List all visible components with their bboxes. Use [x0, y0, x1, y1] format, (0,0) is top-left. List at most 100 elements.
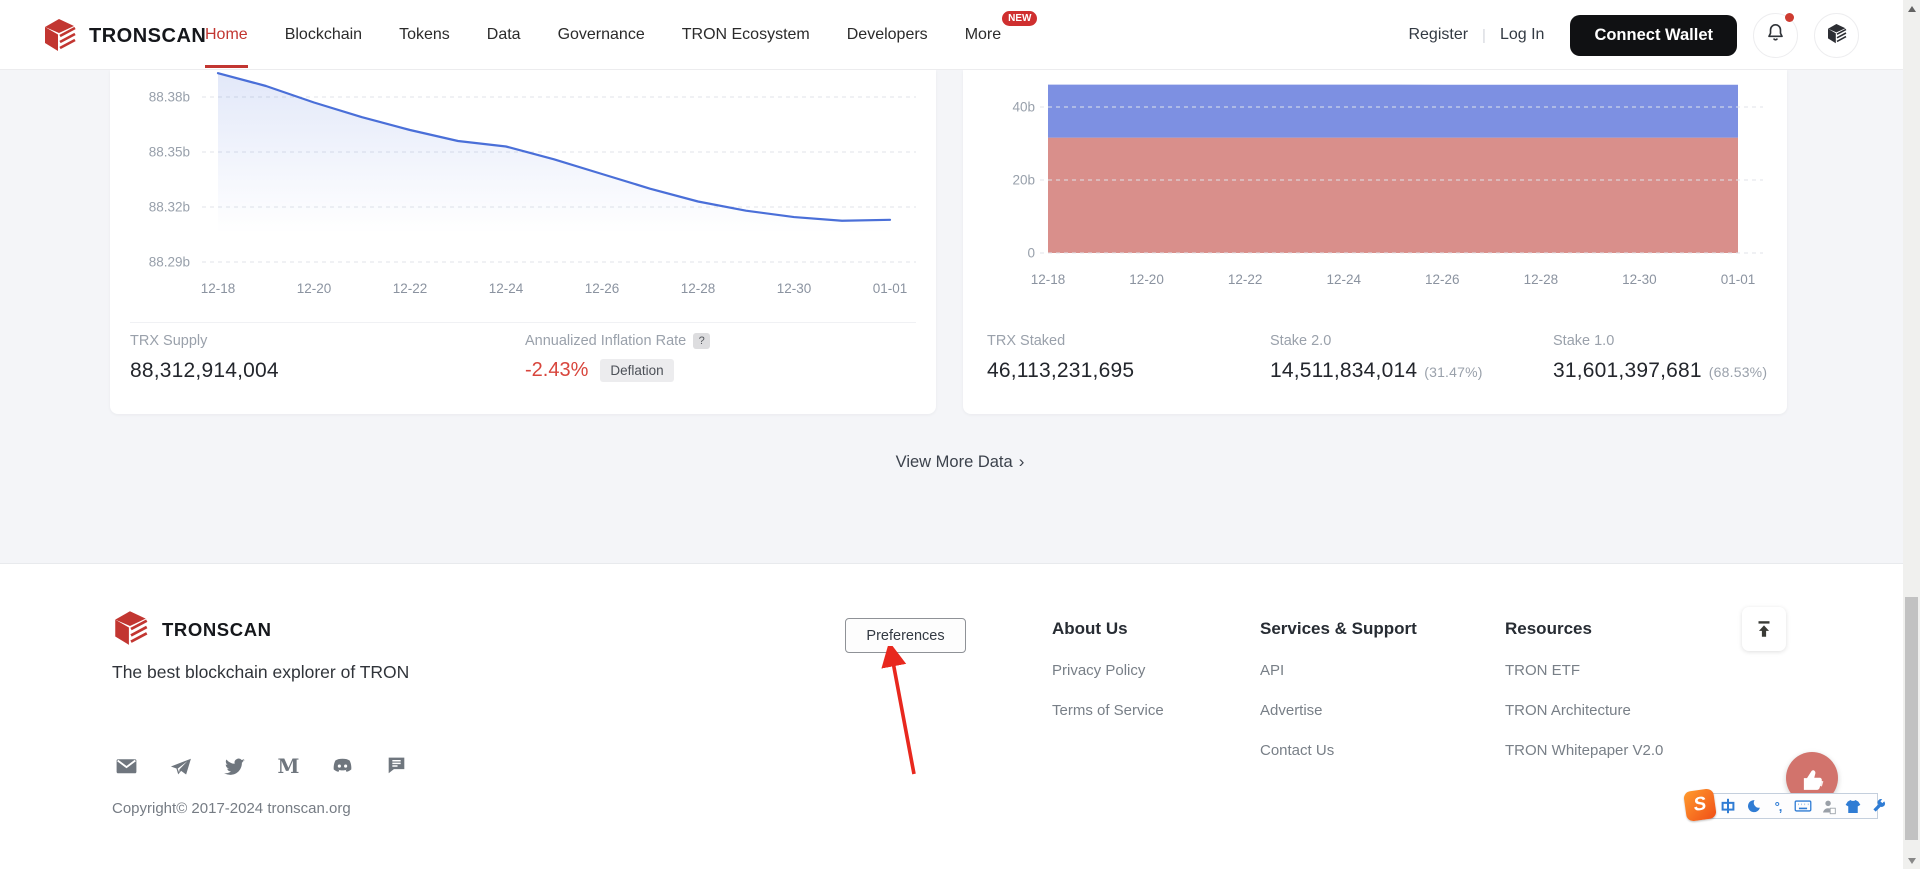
night-mode-icon[interactable]: [1744, 797, 1762, 815]
email-icon[interactable]: [114, 754, 139, 779]
svg-text:12-24: 12-24: [489, 281, 524, 296]
nav-item-tokens[interactable]: Tokens: [399, 26, 450, 43]
svg-text:12-18: 12-18: [201, 281, 236, 296]
chinese-mode-icon[interactable]: [1719, 797, 1737, 815]
account-menu-button[interactable]: [1814, 12, 1859, 58]
back-to-top-button[interactable]: [1742, 607, 1786, 651]
new-badge: NEW: [1002, 11, 1038, 26]
footer: TRONSCAN The best blockchain explorer of…: [0, 563, 1920, 869]
nav-item-tron-ecosystem[interactable]: TRON Ecosystem: [681, 26, 810, 43]
nav-item-developers[interactable]: Developers: [846, 26, 928, 43]
inflation-label: Annualized Inflation Rate: [525, 333, 687, 349]
svg-text:12-20: 12-20: [297, 281, 332, 296]
footer-column-services-support: Services & Support API Advertise Contact Us: [1260, 619, 1417, 759]
footer-brand-name: TRONSCAN: [162, 618, 272, 640]
view-more-data-link[interactable]: View More Data ›: [895, 452, 1025, 471]
annotation-arrow: [881, 646, 916, 775]
chevron-right-icon: ›: [1018, 452, 1025, 471]
svg-text:20b: 20b: [1012, 173, 1035, 188]
tools-icon[interactable]: [1869, 797, 1887, 815]
footer-logo-icon: [110, 606, 152, 653]
svg-text:0: 0: [1027, 246, 1035, 261]
svg-text:M: M: [278, 754, 300, 778]
nav-item-more[interactable]: More NEW: [965, 0, 1038, 70]
footer-link-tron-whitepaper-v2-0[interactable]: TRON Whitepaper V2.0: [1505, 742, 1664, 759]
discord-icon[interactable]: [330, 754, 355, 779]
scroll-up-arrow[interactable]: [1903, 0, 1920, 17]
footer-link-tron-etf[interactable]: TRON ETF: [1505, 662, 1580, 679]
svg-text:12-24: 12-24: [1326, 272, 1361, 287]
stake2-value: 14,511,834,014 (31.47%): [1270, 359, 1483, 382]
footer-tagline: The best blockchain explorer of TRON: [112, 662, 410, 682]
scrollbar-thumb[interactable]: [1905, 597, 1918, 840]
footer-link-terms-of-service[interactable]: Terms of Service: [1052, 702, 1164, 719]
trx-staked-value: 46,113,231,695: [987, 359, 1135, 382]
svg-text:01-01: 01-01: [873, 281, 908, 296]
register-link[interactable]: Register: [1408, 26, 1469, 43]
svg-text:12-30: 12-30: [777, 281, 812, 296]
trx-staked-chart[interactable]: 40b 20b 0 12-18 12-20 12-22 12-24 12-26 12-28 12-…: [963, 70, 1787, 306]
telegram-icon[interactable]: [168, 754, 193, 779]
svg-text:12-22: 12-22: [393, 281, 428, 296]
brand-name: TRONSCAN: [89, 25, 207, 47]
keyboard-icon[interactable]: [1794, 797, 1812, 815]
svg-text:01-01: 01-01: [1721, 272, 1756, 287]
trx-staked-card: 40b 20b 0 12-18 12-20 12-22 12-24 12-26 12-28 12-…: [963, 70, 1787, 414]
trx-supply-stat: TRX Supply 88,312,914,004: [130, 333, 279, 383]
tronscan-logo[interactable]: TRONSCAN: [40, 14, 206, 59]
auth-separator: |: [1482, 26, 1486, 44]
stake2-stat: Stake 2.0 14,511,834,014 (31.47%): [1270, 333, 1483, 383]
header-right-cluster: Register | Log In Connect Wallet: [1408, 0, 1859, 70]
twitter-icon[interactable]: [222, 754, 247, 779]
login-link[interactable]: Log In: [1499, 26, 1545, 43]
trx-supply-chart[interactable]: 88.38b 88.35b 88.32b 88.29b 12-18 12-20 12-22 1…: [110, 70, 936, 306]
footer-link-advertise[interactable]: Advertise: [1260, 702, 1323, 719]
vertical-scrollbar[interactable]: [1903, 0, 1920, 869]
scroll-down-arrow[interactable]: [1903, 852, 1920, 869]
skin-icon[interactable]: [1844, 797, 1862, 815]
svg-text:12-20: 12-20: [1129, 272, 1164, 287]
footer-link-privacy-policy[interactable]: Privacy Policy: [1052, 662, 1146, 679]
footer-link-contact-us[interactable]: Contact Us: [1260, 742, 1335, 759]
svg-text:12-26: 12-26: [585, 281, 620, 296]
tronscan-logo-icon: [40, 14, 80, 59]
stake1-percent: (68.53%): [1708, 364, 1768, 380]
stake2-percent: (31.47%): [1424, 364, 1483, 380]
nav-item-blockchain[interactable]: Blockchain: [284, 26, 363, 43]
notification-dot: [1785, 12, 1794, 22]
trx-supply-label: TRX Supply: [130, 333, 208, 349]
footer-column-title: About Us: [1052, 619, 1128, 638]
footer-logo[interactable]: TRONSCAN: [110, 606, 272, 653]
footer-link-tron-architecture[interactable]: TRON Architecture: [1505, 702, 1631, 719]
svg-text:40b: 40b: [1012, 100, 1035, 115]
footer-column-title: Resources: [1505, 619, 1592, 638]
deflation-badge: Deflation: [600, 359, 674, 382]
ime-icons: °,: [1719, 797, 1887, 815]
thumbs-up-icon: [1803, 770, 1824, 790]
punctuation-icon[interactable]: °,: [1774, 798, 1783, 814]
help-icon[interactable]: ?: [693, 333, 711, 349]
forum-icon[interactable]: [384, 754, 409, 779]
main-nav-menu: Home Blockchain Tokens Data Governance TRON E…: [205, 0, 1038, 70]
nav-item-data[interactable]: Data: [486, 26, 521, 43]
svg-text:88.29b: 88.29b: [149, 255, 190, 270]
svg-text:12-28: 12-28: [1524, 272, 1559, 287]
connect-wallet-button[interactable]: Connect Wallet: [1570, 14, 1737, 56]
stake1-value: 31,601,397,681 (68.53%): [1553, 359, 1768, 382]
sogou-logo-icon[interactable]: S: [1683, 788, 1717, 822]
notifications-button[interactable]: [1753, 12, 1798, 58]
medium-icon[interactable]: M: [276, 754, 301, 779]
book-icon: [1825, 21, 1849, 50]
account-icon[interactable]: [1819, 797, 1837, 815]
footer-link-api[interactable]: API: [1260, 662, 1285, 679]
stake1-stat: Stake 1.0 31,601,397,681 (68.53%): [1553, 333, 1767, 383]
stake1-label: Stake 1.0: [1553, 333, 1615, 349]
footer-column-title: Services & Support: [1260, 619, 1417, 638]
footer-column-resources: Resources TRON ETF TRON Architecture TRON W…: [1505, 619, 1663, 759]
top-nav-bar: TRONSCAN Home Blockchain Tokens Data Governa…: [0, 0, 1920, 70]
nav-item-home[interactable]: Home: [205, 0, 248, 70]
ime-toolbar: S °,: [1683, 788, 1885, 822]
nav-item-governance[interactable]: Governance: [557, 26, 645, 43]
copyright-text: Copyright© 2017-2024 tronscan.org: [112, 800, 351, 817]
